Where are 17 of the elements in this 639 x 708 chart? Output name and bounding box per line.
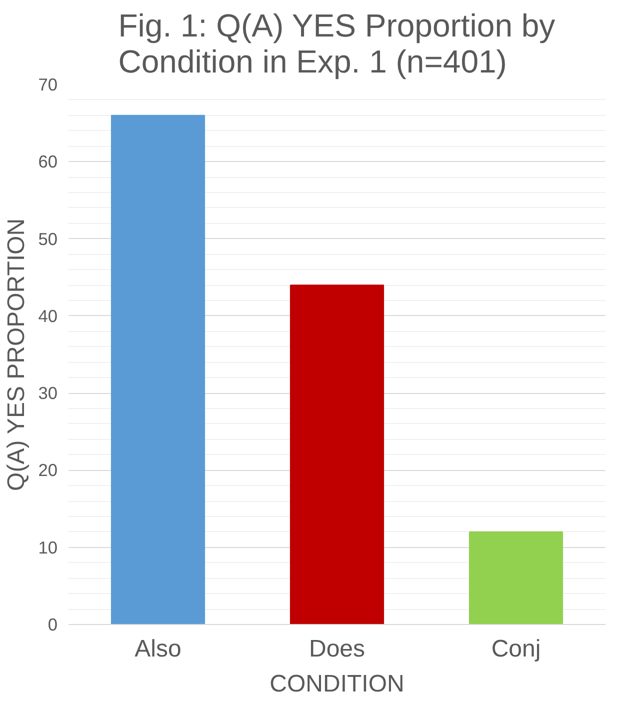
y-tick-label: 40 (38, 306, 58, 326)
chart-title: Fig. 1: Q(A) YES Proportion by Condition in Exp. 1 (n=401) (118, 8, 556, 80)
y-tick-label: 30 (38, 383, 58, 404)
y-tick-label: 20 (38, 460, 58, 480)
x-tick-label: Conj (491, 636, 541, 662)
y-tick-label: 50 (38, 228, 58, 249)
y-axis-title: Q(A) YES PROPORTION (3, 218, 30, 491)
y-tick-label: 10 (38, 537, 58, 558)
y-tick-label: 0 (48, 614, 58, 634)
bar (468, 531, 564, 624)
bar (290, 284, 384, 624)
bar (110, 114, 206, 624)
x-tick-label: Also (134, 636, 182, 662)
y-tick-label: 70 (38, 74, 58, 94)
x-axis-title: CONDITION (270, 670, 404, 698)
x-tick-label: Does (308, 636, 366, 662)
y-tick-label: 60 (38, 152, 58, 172)
